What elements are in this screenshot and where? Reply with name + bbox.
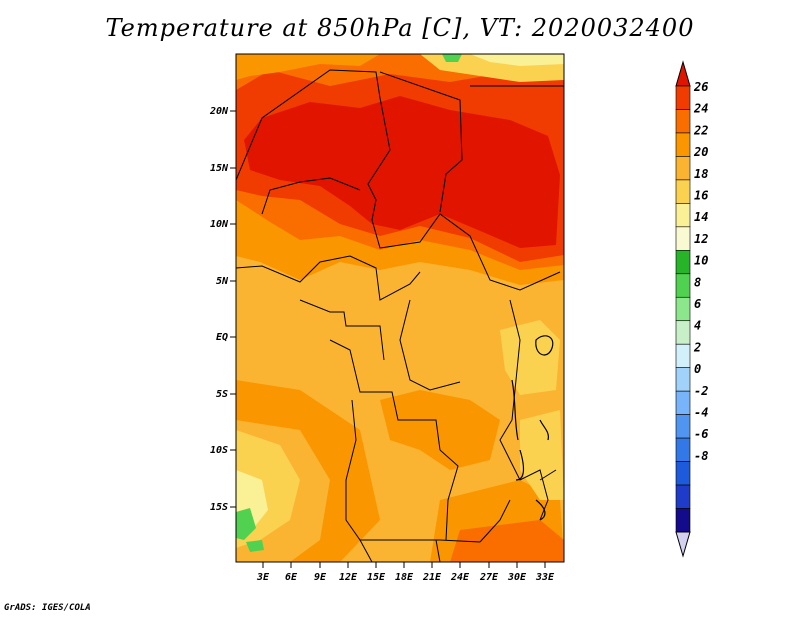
lon-label: 30E <box>507 572 527 583</box>
grads-credit: GrADS: IGES/COLA <box>4 603 91 613</box>
map-title: Temperature at 850hPa [C], VT: 202003240… <box>105 14 695 42</box>
lon-label: 24E <box>450 572 470 583</box>
lat-label: 15N <box>210 163 229 174</box>
lon-label: 15E <box>367 572 386 583</box>
colorbar-label: 8 <box>694 275 701 289</box>
colorbar-label: 0 <box>694 362 701 376</box>
colorbar-label: 16 <box>694 189 708 203</box>
colorbar-label: 20 <box>693 145 708 159</box>
colorbar-box <box>675 437 691 462</box>
colorbar-label: -4 <box>694 406 708 420</box>
colorbar-label: 14 <box>694 210 708 224</box>
lon-label: 27E <box>479 572 499 583</box>
colorbar-label: 2 <box>693 340 701 354</box>
lon-label: 21E <box>422 572 442 583</box>
colorbar-box <box>675 508 691 533</box>
lon-label: 6E <box>285 572 298 583</box>
colorbar-label: 18 <box>694 167 708 181</box>
colorbar-label: 10 <box>694 254 708 268</box>
lat-label: 5N <box>216 276 229 287</box>
colorbar-box <box>675 414 691 439</box>
colorbar-label: 12 <box>694 232 708 246</box>
colorbar-box <box>675 320 691 345</box>
temperature-field <box>236 54 564 562</box>
colorbar-box <box>675 343 691 368</box>
colorbar-box <box>675 179 691 204</box>
lon-label: 12E <box>339 572 358 583</box>
colorbar-label: 4 <box>694 319 701 333</box>
colorbar-label: -8 <box>694 449 708 463</box>
colorbar-box <box>675 367 691 392</box>
colorbar-label: -6 <box>694 427 708 441</box>
colorbar-box <box>675 461 691 486</box>
lon-label: 3E <box>256 572 270 583</box>
colorbar-label: 24 <box>693 102 708 116</box>
colorbar-box <box>675 109 691 134</box>
colorbar-label: 6 <box>694 297 701 311</box>
lakes <box>511 335 554 521</box>
colorbar-label: 22 <box>693 123 708 137</box>
lat-label: 10S <box>210 445 228 456</box>
lat-label: EQ <box>216 332 228 343</box>
lon-label: 9E <box>314 572 327 583</box>
colorbar-top-arrow <box>675 60 691 87</box>
lat-label: 20N <box>209 106 229 117</box>
colorbar-box <box>675 296 691 322</box>
colorbar-box <box>675 203 691 228</box>
colorbar-label: 26 <box>693 80 708 94</box>
colorbar-bottom-arrow <box>675 531 691 558</box>
colorbar-box <box>675 390 691 415</box>
colorbar-box <box>675 156 691 181</box>
lat-axis: 20N 15N 10N 5N EQ 5S 10S 15S <box>209 106 236 513</box>
colorbar-box <box>675 85 691 110</box>
country-borders <box>236 69 564 562</box>
colorbar-label: -2 <box>694 384 708 398</box>
colorbar-box <box>675 226 691 251</box>
lon-label: 33E <box>535 572 555 583</box>
lat-label: 10N <box>210 219 229 230</box>
lon-label: 18E <box>395 572 414 583</box>
lat-label: 5S <box>216 389 228 400</box>
map-frame <box>235 53 565 563</box>
lon-axis: 3E 6E 9E 12E 15E 18E 21E 24E 27E 30E 33E <box>256 562 555 583</box>
colorbar-box <box>675 273 691 298</box>
colorbar-box <box>675 484 691 509</box>
colorbar-box <box>675 250 691 275</box>
colorbar-box <box>675 132 691 157</box>
lat-label: 15S <box>210 502 228 513</box>
